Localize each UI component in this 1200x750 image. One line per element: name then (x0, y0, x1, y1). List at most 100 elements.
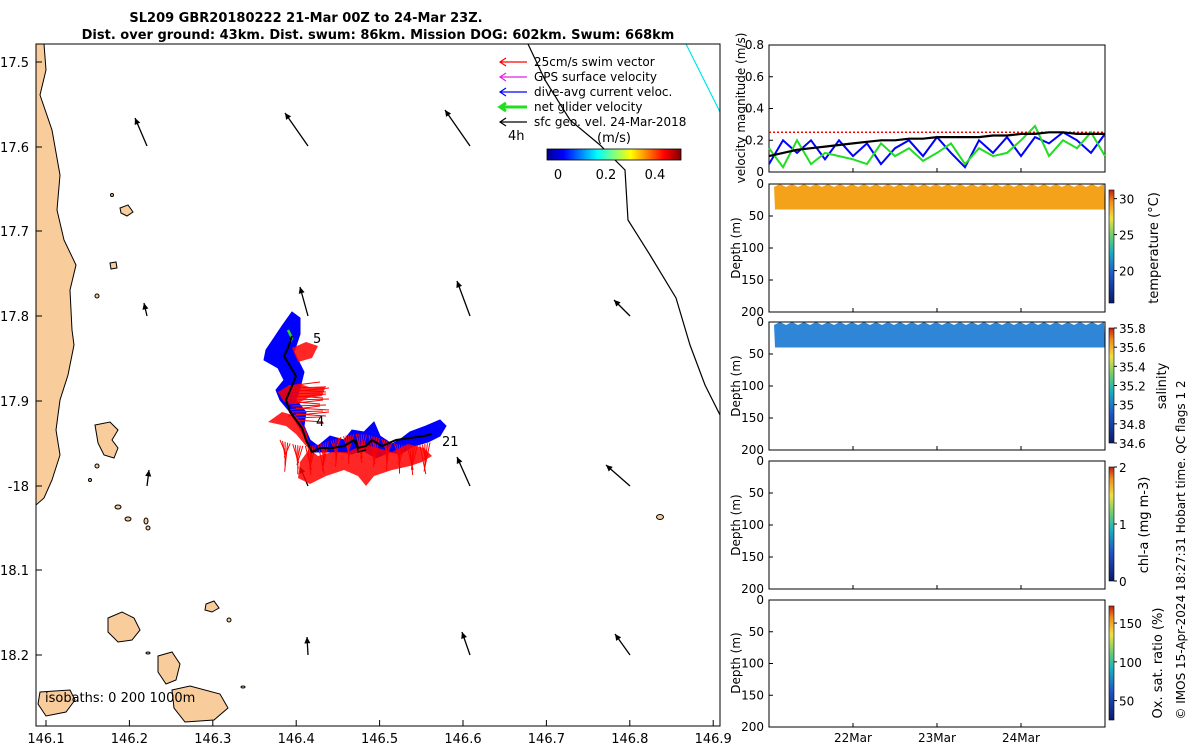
title-line-1: SL209 GBR20180222 21-Mar 00Z to 24-Mar 2… (129, 11, 482, 26)
velocity-y-tick-label: 0.8 (745, 38, 764, 52)
depth-y-tick-label: 150 (741, 411, 764, 425)
island (124, 516, 132, 522)
colorbar-tick-label: 1 (1119, 518, 1127, 532)
swim-vector-stroke (284, 442, 289, 472)
legend-arrowhead (498, 72, 507, 82)
map-y-tick-label: 18.2 (0, 649, 29, 664)
legend-arrowhead (498, 117, 507, 127)
velocity-y-ticks: 0 0.2 0.4 0.6 0.8 (745, 38, 773, 179)
time-tick-label: 24Mar (1002, 731, 1040, 745)
geostrophic-arrow-head (285, 113, 292, 120)
depth-y-ticks: 0 50 100 150 200 (741, 593, 773, 734)
glider-path (282, 335, 433, 454)
island (37, 689, 76, 717)
salinity-colorbar-ticks: 34.6 34.8 35 35.2 35.4 35.6 35.8 (1114, 322, 1146, 451)
depth-y-tick-label: 200 (741, 305, 764, 319)
geostrophic-arrow-head (606, 465, 613, 472)
island (109, 261, 118, 270)
velocity-y-tick-label: 0.6 (745, 70, 764, 84)
swim-vector-fill (268, 412, 432, 486)
island (171, 685, 229, 723)
temperature-band (774, 184, 1105, 210)
chla-panel: Depth (m) 0 50 100 150 200 0 1 2 chl-a (mg m-3… (729, 454, 1152, 596)
island (107, 611, 141, 643)
map-x-tick-label: 146.6 (444, 732, 481, 747)
geostrophic-arrow-head (615, 634, 622, 641)
map-x-tick-label: 146.7 (528, 732, 565, 747)
depth-ylabel: Depth (m) (729, 632, 743, 693)
depth-y-tick-label: 50 (749, 347, 764, 361)
salinity-colorbar (1108, 327, 1115, 444)
island (143, 517, 149, 525)
colorbar-tick-label: 30 (1119, 193, 1134, 207)
depth-y-tick-label: 100 (741, 518, 764, 532)
map-x-tick-label: 146.1 (27, 732, 64, 747)
velocity-series-line (768, 124, 1106, 170)
map-y-ticks: 17.5 17.6 17.7 17.8 17.9 -18 18.1 18.2 (0, 56, 42, 664)
map-x-tick-label: 146.9 (695, 732, 732, 747)
legend-arrowhead (498, 87, 507, 97)
oxygen-colorbar-ticks: 50 100 150 (1114, 617, 1142, 709)
legend-label: 25cm/s swim vector (534, 55, 655, 69)
swim-vector-stroke (296, 445, 304, 466)
swim-vector-stroke (291, 404, 327, 407)
island (226, 617, 232, 623)
depth-ylabel: Depth (m) (729, 494, 743, 555)
island (240, 685, 246, 689)
depth-y-tick-label: 50 (749, 486, 764, 500)
colorbar-tick: 0.4 (645, 168, 666, 183)
geostrophic-arrow-shaft (284, 112, 309, 147)
legend-label: net glider velocity (534, 100, 642, 114)
geostrophic-arrow-head (298, 287, 305, 294)
island (114, 504, 122, 510)
oxygen-cb-label: Ox. sat. ratio (%) (1151, 608, 1166, 719)
velocity-series (768, 124, 1106, 170)
depth-ylabel: Depth (m) (729, 355, 743, 416)
map-y-tick-label: 17.9 (0, 395, 29, 410)
map-x-tick-label: 146.4 (278, 732, 315, 747)
colorbar-tick-label: 35 (1119, 399, 1134, 413)
time-tick-label: 23Mar (918, 731, 956, 745)
mainland-coast (36, 44, 77, 506)
depth-y-ticks: 0 50 100 150 200 (741, 177, 773, 319)
geostrophic-arrow-head (304, 637, 311, 644)
island (88, 478, 92, 482)
legend-arrowhead (497, 101, 507, 113)
salinity-cb-label: salinity (1155, 362, 1170, 409)
depth-y-ticks: 0 50 100 150 200 (741, 454, 773, 596)
colorbar-tick-label: 35.8 (1119, 322, 1146, 336)
island (94, 293, 100, 299)
map-y-tick-label: -18 (8, 480, 29, 495)
map-y-tick-label: 17.6 (0, 141, 29, 156)
depth-y-tick-label: 0 (756, 177, 764, 191)
geostrophic-arrow-head (445, 110, 452, 117)
temperature-colorbar (1108, 189, 1115, 304)
swim-vector-fill (292, 342, 318, 362)
geostrophic-arrow-head (456, 457, 463, 464)
glider-track (263, 311, 447, 486)
swim-vector-stroke (291, 410, 324, 413)
map-x-ticks: 146.1 146.2 146.3 146.4 146.5 146.6 146.7 146.8… (27, 720, 732, 747)
depth-y-ticks: 0 50 100 150 200 (741, 315, 773, 457)
colorbar-tick-label: 34.8 (1119, 418, 1146, 432)
geostrophic-arrow-head (145, 470, 152, 477)
depth-y-tick-label: 150 (741, 688, 764, 702)
velocity-ylabel: velocity magnitude (m/s) (734, 33, 748, 184)
map-y-tick-label: 17.7 (0, 225, 29, 240)
swim-vector-stroke (334, 436, 342, 452)
salinity-panel: Depth (m) 0 50 100 150 200 34.6 34.8 35 35.2 35.… (729, 315, 1170, 457)
geostrophic-arrow-head (142, 303, 149, 310)
colorbar-tick-label: 35.4 (1119, 360, 1146, 374)
day-label: 21 (442, 435, 459, 450)
colorbar-tick-label: 50 (1119, 695, 1134, 709)
island (157, 651, 181, 685)
velocity-series-line (768, 131, 1105, 158)
geostrophic-arrow-head (134, 118, 141, 125)
colorbar-tick-label: 20 (1119, 265, 1134, 279)
geostrophic-arrows (134, 109, 631, 656)
velocity-y-tick-label: 0.4 (745, 102, 764, 116)
legend-label: dive-avg current veloc. (534, 85, 672, 99)
